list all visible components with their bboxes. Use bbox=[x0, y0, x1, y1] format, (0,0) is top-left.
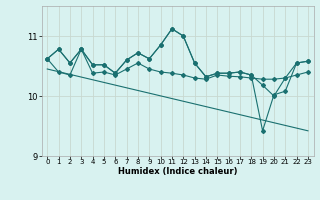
X-axis label: Humidex (Indice chaleur): Humidex (Indice chaleur) bbox=[118, 167, 237, 176]
